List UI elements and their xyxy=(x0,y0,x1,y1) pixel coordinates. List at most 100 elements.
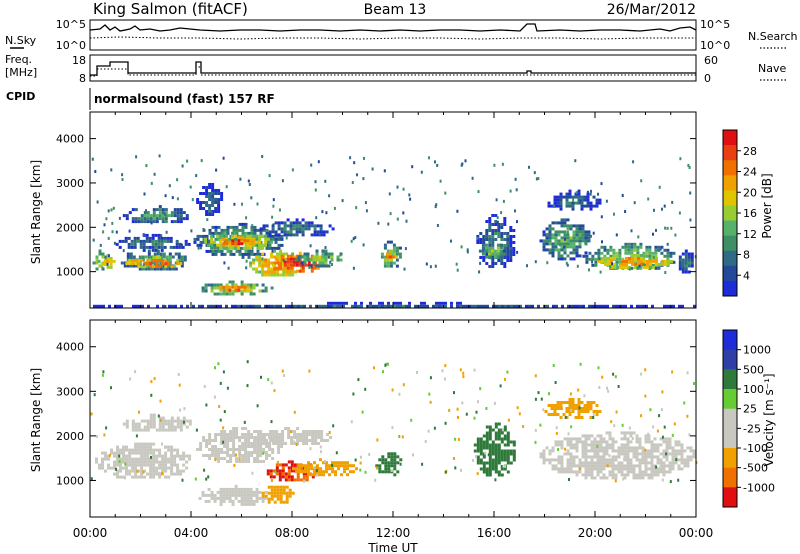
power-cell xyxy=(131,259,135,263)
velocity-cell xyxy=(599,437,603,441)
power-cell xyxy=(177,255,181,259)
speckle-cell xyxy=(479,387,482,391)
power-cell xyxy=(627,245,631,249)
velocity-cell xyxy=(137,448,141,452)
power-cell xyxy=(618,254,622,258)
scatter-patch xyxy=(375,452,403,477)
velocity-cell xyxy=(188,457,192,461)
power-cell xyxy=(578,230,582,234)
velocity-cell xyxy=(399,458,403,462)
velocity-cell xyxy=(689,446,693,450)
speckle-cell xyxy=(138,410,140,414)
velocity-cell xyxy=(308,439,312,442)
velocity-cell xyxy=(244,433,248,436)
power-cell xyxy=(95,258,99,262)
power-cell xyxy=(145,239,149,243)
velocity-cell xyxy=(644,461,648,465)
power-cell xyxy=(261,270,265,274)
speckle-cell xyxy=(227,266,230,270)
velocity-cell xyxy=(325,467,328,471)
power-cell xyxy=(271,263,275,267)
velocity-cell xyxy=(281,442,285,445)
power-cell xyxy=(506,232,510,235)
velocity-cell xyxy=(119,475,122,479)
velocity-cell xyxy=(226,454,230,457)
speckle-cell xyxy=(660,408,663,412)
velocity-cell xyxy=(381,458,385,462)
velocity-cell xyxy=(671,452,675,456)
velocity-cell xyxy=(580,416,584,419)
power-cell xyxy=(244,249,248,253)
power-cell xyxy=(559,195,563,199)
speckle-cell xyxy=(327,255,330,259)
velocity-cell xyxy=(293,478,297,482)
velocity-cell xyxy=(650,449,654,453)
velocity-cell xyxy=(581,446,585,450)
power-cell xyxy=(289,230,293,234)
power-cell xyxy=(654,245,658,249)
power-cell xyxy=(279,273,283,277)
velocity-cell xyxy=(563,467,567,471)
velocity-cell xyxy=(155,466,159,470)
velocity-cell xyxy=(491,461,495,465)
velocity-cell xyxy=(390,452,394,456)
velocity-cell xyxy=(334,461,337,465)
velocity-cell xyxy=(302,472,306,476)
speckle-cell xyxy=(569,392,572,396)
speckle-cell xyxy=(178,383,181,387)
speckle-cell xyxy=(121,178,124,181)
velocity-cell xyxy=(665,437,669,441)
velocity-cell xyxy=(665,446,669,450)
power-cell xyxy=(253,228,257,232)
power-cell xyxy=(327,264,331,268)
power-cell xyxy=(210,246,214,250)
power-cell xyxy=(142,239,146,243)
power-cell xyxy=(186,304,189,308)
velocity-cell xyxy=(581,455,585,459)
freq-panel: Freq. [MHz] 18 8 60 0 Nave xyxy=(5,53,786,85)
velocity-cell xyxy=(260,436,264,439)
power-cell xyxy=(687,258,691,262)
speckle-cell xyxy=(276,460,279,464)
velocity-cell xyxy=(638,476,642,480)
power-cell xyxy=(139,245,143,249)
velocity-cell xyxy=(246,490,250,494)
power-cell xyxy=(271,237,275,241)
power-cell xyxy=(298,224,302,228)
power-cell xyxy=(211,201,215,204)
speckle-cell xyxy=(189,422,192,426)
velocity-cell xyxy=(599,458,603,462)
power-cell xyxy=(261,234,265,238)
power-cell xyxy=(548,248,552,252)
velocity-cell xyxy=(590,467,594,471)
power-cell xyxy=(301,227,305,231)
speckle-cell xyxy=(160,234,163,238)
power-cell xyxy=(274,230,278,234)
velocity-cell xyxy=(662,449,666,453)
power-cell xyxy=(633,260,637,264)
power-cell xyxy=(569,251,573,255)
speckle-cell xyxy=(195,428,198,432)
power-cell xyxy=(584,233,588,237)
power-cell xyxy=(610,265,613,269)
power-cell xyxy=(134,208,138,212)
power-cell xyxy=(246,288,250,292)
power-cell xyxy=(637,256,640,260)
velocity-cell xyxy=(608,431,612,435)
speckle-cell xyxy=(606,386,608,390)
power-cell xyxy=(553,195,557,199)
speckle-cell xyxy=(428,392,431,396)
power-cell xyxy=(488,223,492,226)
power-cell xyxy=(157,245,161,249)
speckle-cell xyxy=(373,366,375,370)
velocity-cell xyxy=(608,458,612,462)
velocity-cell xyxy=(275,466,279,470)
velocity-cell xyxy=(220,448,224,451)
velocity-cell xyxy=(577,401,581,404)
power-cell xyxy=(480,304,483,308)
velocity-cell xyxy=(563,452,567,456)
power-cell xyxy=(575,236,579,240)
power-cell xyxy=(259,227,263,231)
power-cell xyxy=(636,251,640,255)
